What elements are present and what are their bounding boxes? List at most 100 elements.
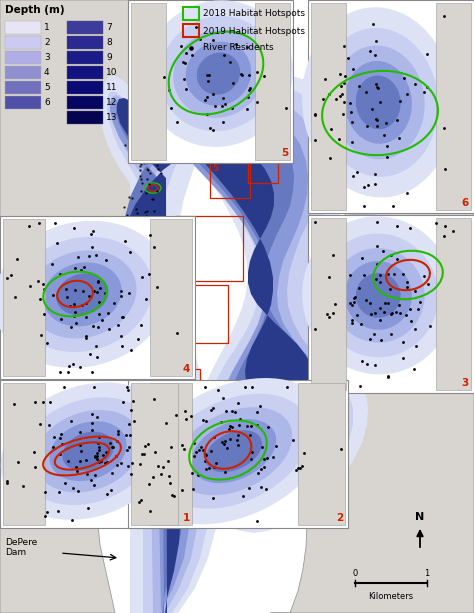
- Text: Kilometers: Kilometers: [368, 592, 413, 601]
- Bar: [183, 24, 199, 37]
- Polygon shape: [298, 383, 345, 525]
- Text: 11: 11: [106, 83, 118, 92]
- Bar: [67, 51, 103, 64]
- Polygon shape: [300, 0, 474, 89]
- Bar: [67, 36, 103, 49]
- Text: 9: 9: [106, 53, 112, 62]
- Ellipse shape: [332, 45, 425, 159]
- Text: 5: 5: [212, 164, 218, 173]
- Polygon shape: [436, 3, 471, 210]
- Polygon shape: [311, 218, 346, 390]
- Polygon shape: [310, 0, 455, 216]
- Ellipse shape: [43, 262, 121, 326]
- Polygon shape: [255, 3, 290, 160]
- Text: 12: 12: [106, 98, 118, 107]
- Text: 1: 1: [183, 513, 190, 523]
- Polygon shape: [107, 85, 353, 613]
- Ellipse shape: [356, 75, 401, 129]
- Ellipse shape: [205, 430, 262, 472]
- Polygon shape: [295, 0, 462, 219]
- Text: 3: 3: [44, 53, 50, 62]
- Ellipse shape: [160, 16, 277, 131]
- Polygon shape: [150, 383, 192, 525]
- Ellipse shape: [302, 216, 454, 375]
- Bar: [170, 285, 228, 343]
- Text: 6: 6: [44, 98, 50, 107]
- Text: 4: 4: [182, 364, 190, 374]
- Ellipse shape: [19, 397, 157, 505]
- Bar: [115, 443, 180, 525]
- Text: 5: 5: [281, 148, 288, 158]
- Text: 6: 6: [462, 198, 469, 208]
- Polygon shape: [315, 0, 442, 189]
- Text: 7: 7: [106, 23, 112, 32]
- Text: N: N: [415, 512, 425, 522]
- Polygon shape: [131, 3, 166, 160]
- Ellipse shape: [158, 394, 310, 509]
- Bar: [183, 7, 199, 20]
- Ellipse shape: [173, 29, 264, 118]
- Text: 2: 2: [44, 38, 50, 47]
- Bar: [210, 163, 250, 198]
- Text: 3: 3: [462, 378, 469, 388]
- Ellipse shape: [197, 53, 240, 94]
- Polygon shape: [436, 218, 471, 390]
- Bar: [0, 216, 195, 379]
- Text: 0: 0: [352, 569, 357, 578]
- Bar: [5, 96, 41, 109]
- Text: 3: 3: [172, 286, 178, 295]
- Ellipse shape: [49, 421, 127, 481]
- Text: 1: 1: [44, 23, 50, 32]
- Polygon shape: [117, 98, 314, 613]
- Ellipse shape: [332, 248, 425, 343]
- Bar: [5, 36, 41, 49]
- Polygon shape: [311, 3, 346, 210]
- Ellipse shape: [356, 273, 401, 318]
- Ellipse shape: [345, 261, 412, 330]
- Bar: [0, 380, 195, 528]
- Bar: [308, 0, 474, 213]
- Text: 8: 8: [106, 38, 112, 47]
- Ellipse shape: [0, 221, 171, 368]
- Text: 2: 2: [142, 370, 148, 379]
- Bar: [308, 215, 474, 393]
- Text: 13: 13: [106, 113, 118, 122]
- Ellipse shape: [175, 407, 292, 495]
- Ellipse shape: [318, 28, 438, 177]
- Text: 10: 10: [106, 68, 118, 77]
- Text: 1: 1: [424, 569, 429, 578]
- Ellipse shape: [63, 432, 114, 471]
- Polygon shape: [111, 94, 341, 613]
- Bar: [248, 155, 278, 183]
- Bar: [5, 51, 41, 64]
- Bar: [128, 380, 348, 528]
- Polygon shape: [100, 75, 368, 613]
- Ellipse shape: [1, 383, 175, 520]
- Text: 4: 4: [44, 68, 50, 77]
- Ellipse shape: [137, 378, 330, 524]
- Ellipse shape: [302, 7, 455, 197]
- Text: 1: 1: [117, 444, 123, 453]
- Bar: [5, 81, 41, 94]
- Text: 2: 2: [336, 513, 343, 523]
- Polygon shape: [3, 383, 45, 525]
- Polygon shape: [270, 85, 474, 613]
- Bar: [67, 111, 103, 124]
- Ellipse shape: [186, 42, 251, 105]
- Polygon shape: [150, 219, 192, 376]
- Ellipse shape: [191, 419, 276, 483]
- Ellipse shape: [318, 234, 438, 357]
- Text: 6: 6: [250, 156, 256, 165]
- Ellipse shape: [345, 61, 412, 143]
- Polygon shape: [131, 383, 178, 525]
- Bar: [67, 21, 103, 34]
- Bar: [5, 21, 41, 34]
- Bar: [67, 96, 103, 109]
- Polygon shape: [0, 0, 150, 613]
- Bar: [140, 369, 200, 431]
- Polygon shape: [116, 101, 322, 613]
- Ellipse shape: [12, 237, 152, 352]
- Text: DePere
Dam: DePere Dam: [5, 538, 37, 557]
- Text: 2018 Habitat Hotspots: 2018 Habitat Hotspots: [203, 9, 305, 18]
- Text: 4: 4: [177, 217, 183, 226]
